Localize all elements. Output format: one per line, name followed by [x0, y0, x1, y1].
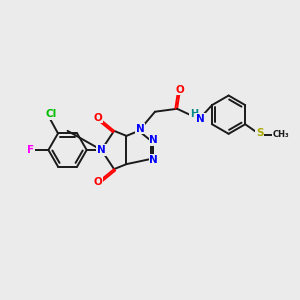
Text: N: N — [196, 114, 205, 124]
Text: F: F — [27, 145, 34, 155]
Text: Cl: Cl — [45, 109, 56, 119]
Text: S: S — [256, 128, 264, 138]
Text: O: O — [94, 112, 102, 123]
Text: H: H — [190, 109, 198, 119]
Text: CH₃: CH₃ — [272, 130, 289, 139]
Text: O: O — [176, 85, 184, 94]
Text: O: O — [94, 177, 102, 188]
Text: N: N — [136, 124, 145, 134]
Text: N: N — [97, 145, 106, 155]
Text: N: N — [149, 135, 158, 145]
Text: N: N — [149, 155, 158, 165]
